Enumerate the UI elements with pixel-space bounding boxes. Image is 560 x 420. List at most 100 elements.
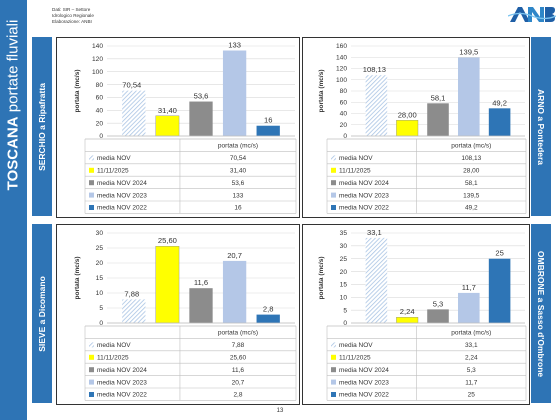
- data-label: 7,88: [124, 289, 139, 298]
- legend-key: [89, 367, 94, 373]
- legend-key: [89, 167, 94, 173]
- table-value: 2,24: [465, 355, 478, 362]
- bar: [427, 309, 449, 323]
- y-tick-label: 20: [340, 269, 348, 276]
- bar: [396, 120, 419, 137]
- data-label: 49,2: [492, 98, 507, 107]
- table-value: 139,5: [463, 192, 480, 199]
- y-axis-label: portata (mc/s): [74, 70, 81, 113]
- bar: [458, 57, 480, 136]
- legend-entry: media NOV 2023: [97, 192, 147, 199]
- y-tick-label: 5: [343, 307, 347, 314]
- source-note: Dati: SIR – Settore Idrologico Regionale…: [52, 7, 94, 25]
- legend-key: [331, 379, 336, 385]
- legend-key: [331, 205, 336, 210]
- y-tick-label: 0: [343, 320, 347, 327]
- legend-entry: 11/11/2025: [97, 168, 129, 175]
- table-header: portata (mc/s): [451, 143, 491, 150]
- y-tick-label: 0: [99, 133, 103, 140]
- data-label: 11,7: [462, 283, 476, 292]
- y-tick-label: 0: [343, 133, 347, 140]
- legend-entry: 11/11/2025: [339, 168, 371, 175]
- data-label: 70,54: [122, 81, 141, 90]
- source-line: Elaborazione: ANBI: [52, 19, 92, 24]
- chart-panel-arno: 0 20 40 60 80 100 120 140 160 portata (mc/s) 108,1…: [302, 37, 530, 218]
- table-value: 2,8: [233, 392, 242, 399]
- y-tick-label: 60: [96, 95, 104, 102]
- legend-entry: media NOV 2023: [339, 379, 389, 386]
- bar: [222, 50, 247, 136]
- y-tick-label: 140: [336, 54, 347, 61]
- table-value: 11,7: [465, 379, 478, 386]
- station-label-sieve: SIEVE a Dicomano: [32, 224, 52, 403]
- y-tick-label: 5: [99, 305, 103, 312]
- title-topic: portate fluviali: [4, 19, 22, 117]
- table-value: 7,88: [232, 342, 245, 349]
- legend-entry: media NOV 2023: [339, 192, 389, 199]
- y-tick-label: 30: [96, 230, 104, 237]
- data-label: 5,3: [433, 299, 444, 308]
- legend-key: [89, 392, 94, 397]
- legend-key: [331, 180, 336, 186]
- title-band: TOSCANA portate fluviali: [0, 0, 27, 420]
- table-header: portata (mc/s): [218, 143, 258, 150]
- table-value: 58,1: [465, 180, 478, 187]
- data-label: 11,6: [194, 278, 208, 287]
- legend-key: [89, 192, 94, 198]
- data-label: 25: [495, 249, 503, 258]
- y-tick-label: 120: [92, 56, 103, 63]
- table-value: 5,3: [467, 367, 476, 374]
- legend-entry: media NOV 2022: [97, 205, 147, 212]
- legend-entry: media NOV 2022: [339, 392, 389, 399]
- y-tick-label: 15: [96, 275, 104, 282]
- station-label-serchio: SERCHIO a Ripafratta: [32, 37, 52, 216]
- bar: [189, 288, 213, 323]
- chart-svg: 0 5 10 15 20 25 30 35 portata (mc/s) 33,1 2,24 5,3 1…: [318, 228, 527, 401]
- table-value: 33,1: [465, 342, 478, 349]
- y-tick-label: 30: [340, 243, 348, 250]
- legend-key: [89, 354, 94, 360]
- legend-entry: media NOV 2022: [339, 205, 389, 212]
- table-value: 49,2: [465, 205, 478, 212]
- source-line: Idrologico Regionale: [52, 13, 94, 18]
- y-tick-label: 100: [92, 69, 103, 76]
- legend-key: [331, 167, 336, 173]
- chart-svg: 0 20 40 60 80 100 120 140 portata (mc/s) 70,54 31,…: [74, 41, 297, 214]
- y-tick-label: 25: [96, 245, 104, 252]
- table-value: 25: [468, 392, 476, 399]
- bar: [222, 260, 247, 323]
- y-tick-label: 120: [336, 66, 347, 73]
- legend-entry: media NOV 2023: [97, 379, 147, 386]
- chart-panel-serchio: 0 20 40 60 80 100 120 140 portata (mc/s) 70,54 31,…: [56, 37, 300, 218]
- y-tick-label: 0: [99, 320, 103, 327]
- bar: [488, 108, 511, 136]
- chart-svg: 0 5 10 15 20 25 30 portata (mc/s) 7,88 25,60 11,6 2…: [74, 230, 297, 401]
- table-value: 70,54: [230, 155, 247, 162]
- table-value: 31,40: [230, 168, 247, 175]
- bar: [122, 299, 146, 323]
- y-tick-label: 80: [340, 88, 348, 95]
- data-label: 139,5: [459, 48, 478, 57]
- table-value: 11,6: [232, 367, 245, 374]
- y-tick-label: 20: [340, 122, 348, 129]
- data-label: 2,24: [400, 307, 415, 316]
- table-value: 25,60: [230, 355, 247, 362]
- bar: [122, 90, 146, 136]
- legend-entry: media NOV: [339, 155, 373, 162]
- legend-key: [89, 180, 94, 186]
- legend-key: [331, 192, 336, 198]
- legend-entry: media NOV 2024: [339, 367, 389, 374]
- table-value: 20,7: [232, 379, 245, 386]
- table-value: 53,6: [232, 180, 245, 187]
- y-axis-label: portata (mc/s): [318, 70, 325, 113]
- legend-key: [331, 342, 336, 348]
- source-line: Dati: SIR – Settore: [52, 7, 91, 12]
- bar: [488, 258, 511, 323]
- chart-panel-sieve: 0 5 10 15 20 25 30 portata (mc/s) 7,88 25,60 11,6 2…: [56, 224, 300, 405]
- y-tick-label: 35: [340, 230, 348, 237]
- data-label: 108,13: [363, 65, 386, 74]
- data-label: 2,8: [263, 305, 274, 314]
- legend-entry: media NOV: [339, 342, 373, 349]
- data-label: 20,7: [227, 251, 242, 260]
- bar: [458, 292, 480, 323]
